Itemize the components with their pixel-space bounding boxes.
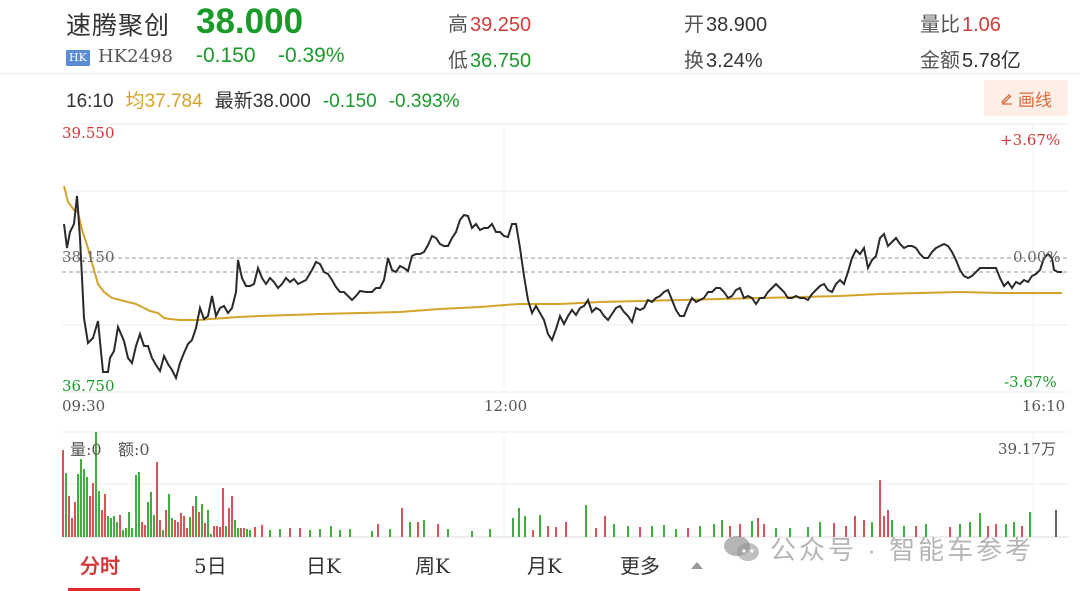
latest-value: 38.000 — [252, 91, 311, 112]
wechat-icon — [724, 535, 759, 561]
tab-more[interactable]: 更多 — [620, 554, 660, 578]
y-axis-pct-min: -3.67% — [1004, 373, 1057, 391]
price-change-pct: -0.39% — [278, 44, 345, 67]
y-axis-prev-close: 38.150 — [62, 248, 115, 266]
y-axis-pct-mid: 0.00% — [1013, 248, 1061, 266]
draw-line-button[interactable]: 画线 — [984, 80, 1068, 116]
volume-label: 量:0 — [70, 440, 102, 459]
stock-name: 速腾聚创 — [66, 12, 171, 40]
stat-turnover-rate: 换 3.24% — [684, 50, 763, 72]
header-divider — [0, 73, 1080, 74]
tab-intraday[interactable]: 分时 — [80, 554, 120, 578]
y-axis-pct-max: +3.67% — [1000, 131, 1061, 149]
tab-weekly-k[interactable]: 周K — [415, 554, 450, 578]
stat-low: 低 36.750 — [448, 50, 532, 72]
chart-info-row: 16:10 均37.784 最新38.000 -0.150 -0.393% — [66, 86, 471, 113]
x-axis-mid: 12:00 — [484, 397, 528, 415]
amount-label: 额:0 — [118, 440, 150, 459]
intraday-price-chart[interactable] — [0, 120, 1080, 420]
info-change-pct: -0.393% — [388, 91, 460, 112]
tab-monthly-k[interactable]: 月K — [527, 554, 562, 578]
y-axis-max: 39.550 — [62, 124, 115, 142]
period-tab-bar: 分时 5日 日K 周K 月K 更多 — [0, 540, 1080, 591]
current-price: 38.000 — [196, 2, 304, 41]
y-axis-min: 36.750 — [62, 377, 115, 395]
tab-5day[interactable]: 5日 — [194, 554, 227, 578]
x-axis-end: 16:10 — [1022, 397, 1066, 415]
stat-amount: 金额 5.78亿 — [920, 50, 1021, 72]
price-change: -0.150 — [196, 44, 256, 67]
stat-open: 开 38.900 — [684, 14, 768, 36]
volume-max-label: 39.17万 — [998, 440, 1056, 458]
watermark: 公众号 · 智能车参考 — [722, 530, 1034, 567]
stock-code: HK2498 — [98, 46, 173, 67]
pencil-icon — [1001, 94, 1012, 105]
caret-up-icon[interactable] — [690, 560, 704, 570]
stat-high: 高 39.250 — [448, 14, 532, 36]
volume-chart[interactable] — [0, 430, 1080, 540]
avg-value: 37.784 — [144, 91, 203, 112]
x-axis-start: 09:30 — [62, 397, 106, 415]
tab-daily-k[interactable]: 日K — [306, 554, 341, 578]
avg-label: 均 — [125, 91, 145, 112]
active-tab-indicator — [68, 588, 140, 591]
info-time: 16:10 — [66, 91, 114, 112]
latest-label: 最新 — [214, 91, 253, 112]
info-change: -0.150 — [322, 91, 377, 112]
market-badge: HK — [66, 50, 90, 66]
stat-volume-ratio: 量比 1.06 — [920, 14, 1001, 36]
